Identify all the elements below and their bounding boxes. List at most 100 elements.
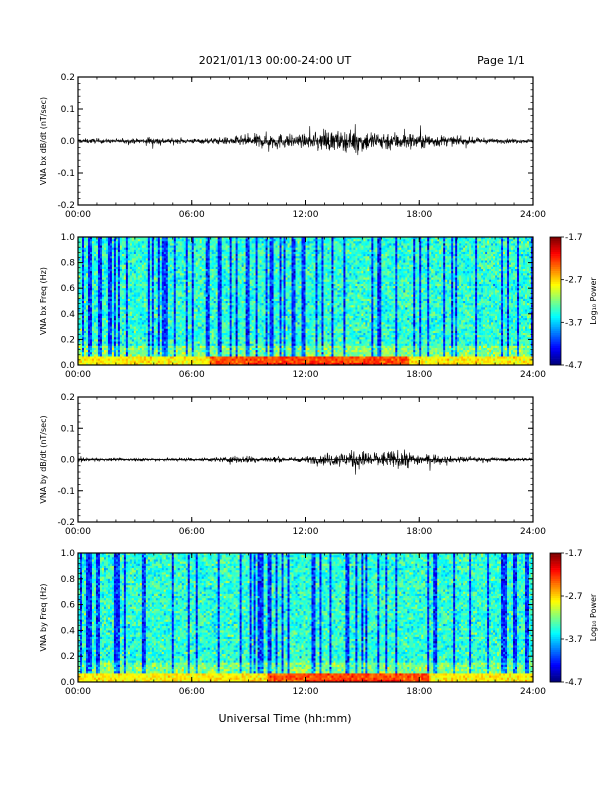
spectrogram-cell <box>130 348 132 350</box>
spectrogram-cell <box>200 250 202 252</box>
spectrogram-cell <box>130 361 132 363</box>
spectrogram-cell <box>152 258 154 260</box>
spectrogram-cell <box>196 329 198 331</box>
spectrogram-cell <box>144 241 146 243</box>
spectrogram-cell <box>108 301 110 303</box>
spectrogram-cell <box>92 248 94 250</box>
spectrogram-cell <box>142 254 144 256</box>
spectrogram-cell <box>140 356 142 358</box>
spectrogram-cell <box>130 327 132 329</box>
spectrogram-cell <box>160 246 162 248</box>
spectrogram-cell <box>122 314 124 316</box>
spectrogram-cell <box>160 346 162 348</box>
spectrogram-cell <box>168 348 170 350</box>
spectrogram-cell <box>214 252 216 254</box>
spectrogram-cell <box>138 354 140 356</box>
spectrogram-cell <box>128 339 130 341</box>
spectrogram-cell <box>86 352 88 354</box>
spectrogram-cell <box>144 352 146 354</box>
spectrogram-cell <box>192 297 194 299</box>
spectrogram-cell <box>224 301 226 303</box>
spectrogram-cell <box>162 342 164 344</box>
spectrogram-cell <box>142 303 144 305</box>
spectrogram-cell <box>216 356 218 358</box>
spectrogram-cell <box>116 252 118 254</box>
spectrogram-cell <box>184 356 186 358</box>
spectrogram-cell <box>182 322 184 324</box>
spectrogram-cell <box>88 267 90 269</box>
spectrogram-cell <box>170 354 172 356</box>
spectrogram-cell <box>110 275 112 277</box>
spectrogram-cell <box>196 310 198 312</box>
spectrogram-cell <box>102 278 104 280</box>
spectrogram-cell <box>92 263 94 265</box>
spectrogram-cell <box>106 260 108 262</box>
spectrogram-cell <box>136 241 138 243</box>
spectrogram-cell <box>116 342 118 344</box>
spectrogram-cell <box>164 356 166 358</box>
spectrogram-cell <box>212 290 214 292</box>
page-title: 2021/01/13 00:00-24:00 UT <box>199 54 352 67</box>
spectrogram-cell <box>238 252 240 254</box>
spectrogram-cell <box>98 318 100 320</box>
spectrogram-cell <box>238 288 240 290</box>
spectrogram-cell <box>222 312 224 314</box>
spectrogram-cell <box>214 269 216 271</box>
spectrogram-cell <box>204 331 206 333</box>
spectrogram-cell <box>90 361 92 363</box>
spectrogram-cell <box>100 342 102 344</box>
spectrogram-cell <box>220 316 222 318</box>
spectrogram-cell <box>180 243 182 245</box>
spectrogram-cell <box>184 260 186 262</box>
spectrogram-cell <box>192 269 194 271</box>
spectrogram-cell <box>100 252 102 254</box>
spectrogram-cell <box>210 246 212 248</box>
spectrogram-cell <box>174 284 176 286</box>
spectrogram-cell <box>224 260 226 262</box>
spectrogram-cell <box>214 241 216 243</box>
spectrogram-cell <box>96 282 98 284</box>
spectrogram-cell <box>144 335 146 337</box>
spectrogram-cell <box>140 243 142 245</box>
spectrogram-cell <box>92 273 94 275</box>
spectrogram-cell <box>228 324 230 326</box>
spectrogram-cell <box>126 331 128 333</box>
spectrogram-cell <box>166 303 168 305</box>
spectrogram-cell <box>210 273 212 275</box>
spectrogram-cell <box>196 263 198 265</box>
spectrogram-cell <box>96 267 98 269</box>
spectrogram-cell <box>212 243 214 245</box>
spectrogram-cell <box>220 239 222 241</box>
spectrogram-cell <box>134 297 136 299</box>
spectrogram-cell <box>140 267 142 269</box>
spectrogram-cell <box>194 314 196 316</box>
spectrogram-cell <box>156 282 158 284</box>
spectrogram-cell <box>94 269 96 271</box>
spectrogram-cell <box>238 333 240 335</box>
spectrogram-cell <box>180 295 182 297</box>
spectrogram-cell <box>238 258 240 260</box>
spectrogram-cell <box>92 331 94 333</box>
spectrogram-cell <box>100 260 102 262</box>
spectrogram-cell <box>100 278 102 280</box>
spectrogram-cell <box>190 329 192 331</box>
spectrogram-cell <box>104 331 106 333</box>
spectrogram-cell <box>96 316 98 318</box>
spectrogram-cell <box>194 348 196 350</box>
spectrogram-cell <box>90 310 92 312</box>
spectrogram-cell <box>120 346 122 348</box>
spectrogram-cell <box>102 305 104 307</box>
spectrogram-cell <box>188 250 190 252</box>
spectrogram-cell <box>190 250 192 252</box>
spectrogram-cell <box>146 322 148 324</box>
spectrogram-cell <box>108 329 110 331</box>
spectrogram-cell <box>100 327 102 329</box>
spectrogram-cell <box>154 320 156 322</box>
spectrogram-cell <box>186 260 188 262</box>
spectrogram-cell <box>170 361 172 363</box>
spectrogram-cell <box>118 337 120 339</box>
spectrogram-cell <box>98 301 100 303</box>
spectrogram-cell <box>130 286 132 288</box>
spectrogram-cell <box>154 314 156 316</box>
spectrogram-cell <box>188 241 190 243</box>
